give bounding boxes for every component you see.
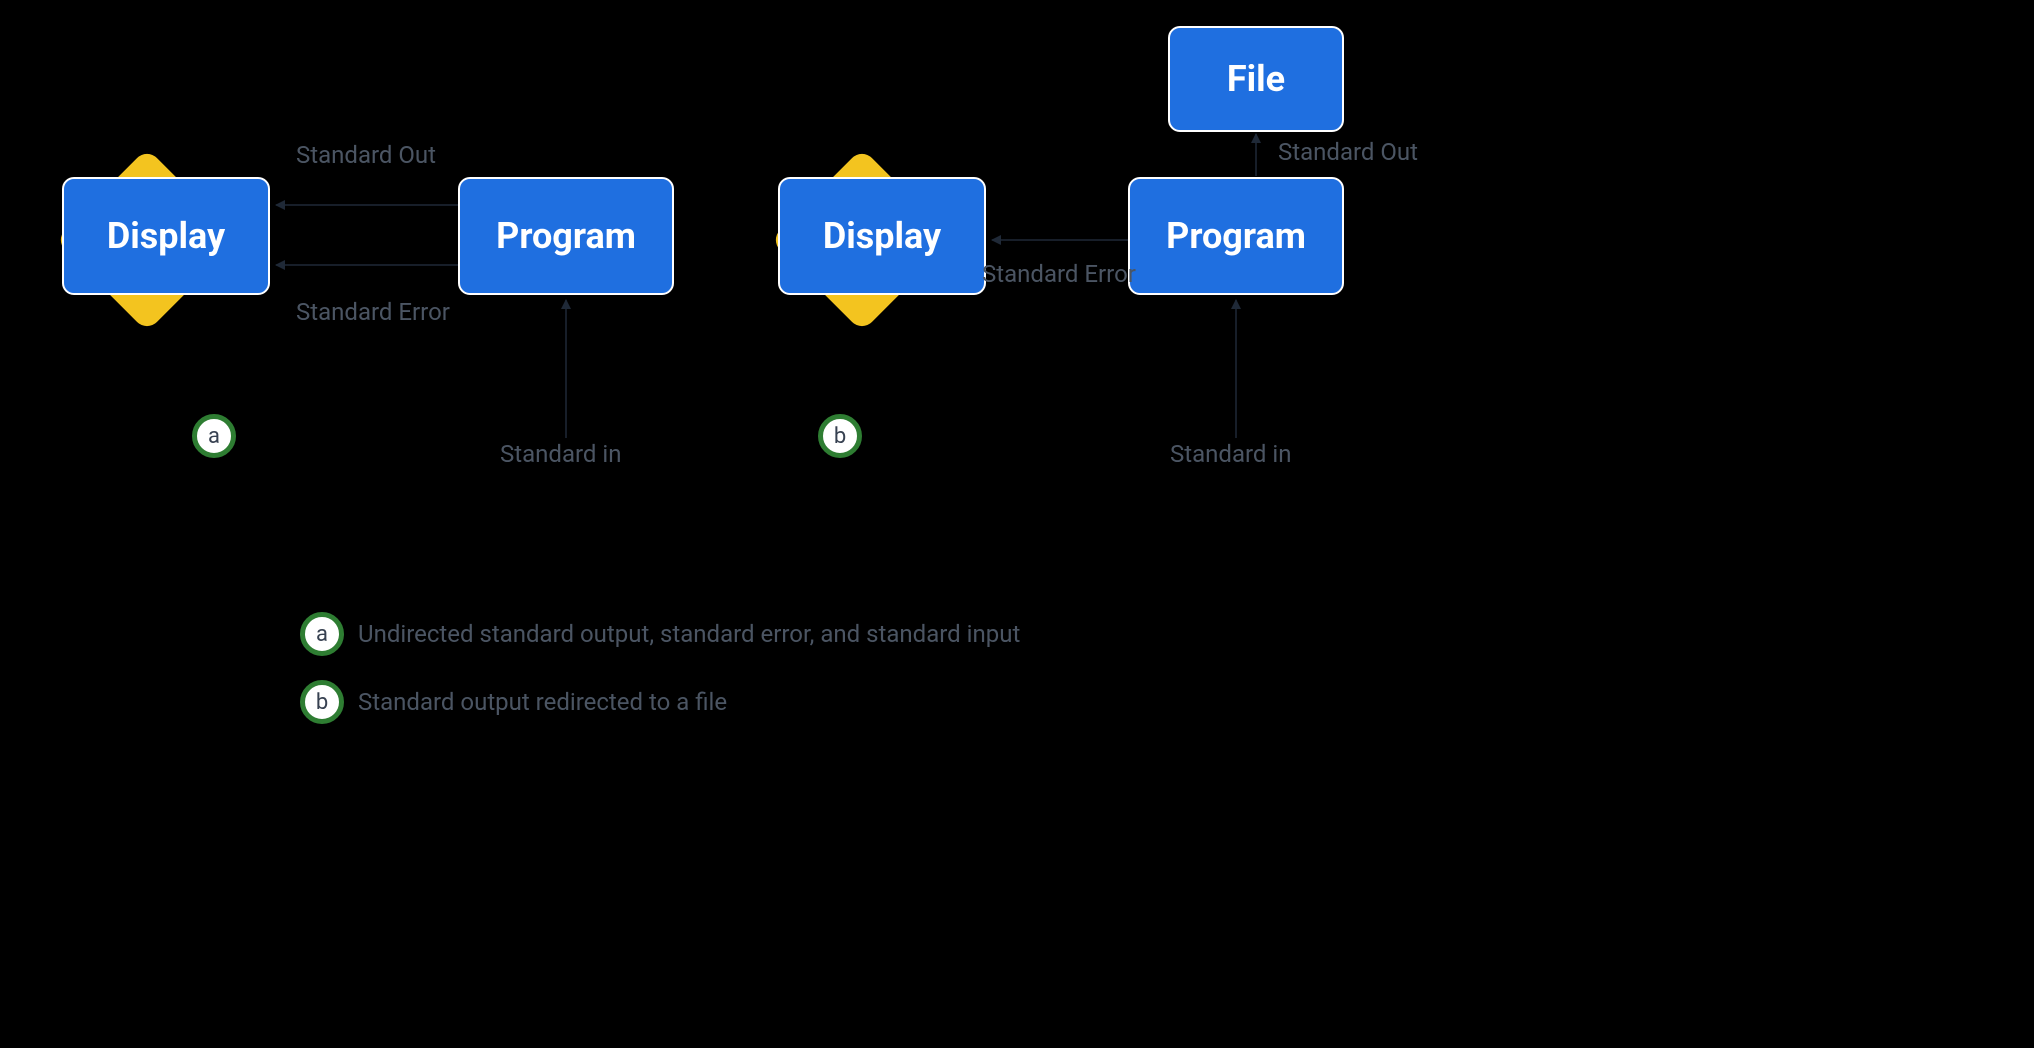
label-stderr-b: Standard Error <box>982 260 1136 288</box>
program-node-b: Program <box>1128 177 1344 295</box>
legend-text-b: Standard output redirected to a file <box>358 688 727 716</box>
file-label-b: File <box>1227 58 1285 100</box>
diagram-canvas: Display Program Display Program File Sta… <box>0 0 1525 786</box>
display-label-a: Display <box>107 215 225 257</box>
legend-text-a: Undirected standard output, standard err… <box>358 620 1020 648</box>
badge-b-letter: b <box>834 424 846 449</box>
label-stdout-a: Standard Out <box>296 141 436 169</box>
program-label-b: Program <box>1166 215 1306 257</box>
display-node-a: Display <box>62 177 270 295</box>
legend-badge-b: b <box>300 680 344 724</box>
file-node-b: File <box>1168 26 1344 132</box>
display-label-b: Display <box>823 215 941 257</box>
badge-b: b <box>818 414 862 458</box>
program-node-a: Program <box>458 177 674 295</box>
badge-a: a <box>192 414 236 458</box>
legend-badge-b-letter: b <box>316 690 328 715</box>
label-stdin-a: Standard in <box>500 440 622 468</box>
label-stdin-b: Standard in <box>1170 440 1292 468</box>
program-label-a: Program <box>496 215 636 257</box>
display-node-b: Display <box>778 177 986 295</box>
legend-row-a: a Undirected standard output, standard e… <box>300 612 1020 656</box>
label-stdout-b: Standard Out <box>1278 138 1418 166</box>
badge-a-letter: a <box>208 424 220 449</box>
label-stderr-a: Standard Error <box>296 298 450 326</box>
legend-row-b: b Standard output redirected to a file <box>300 680 727 724</box>
legend-badge-a-letter: a <box>316 622 328 647</box>
legend-badge-a: a <box>300 612 344 656</box>
